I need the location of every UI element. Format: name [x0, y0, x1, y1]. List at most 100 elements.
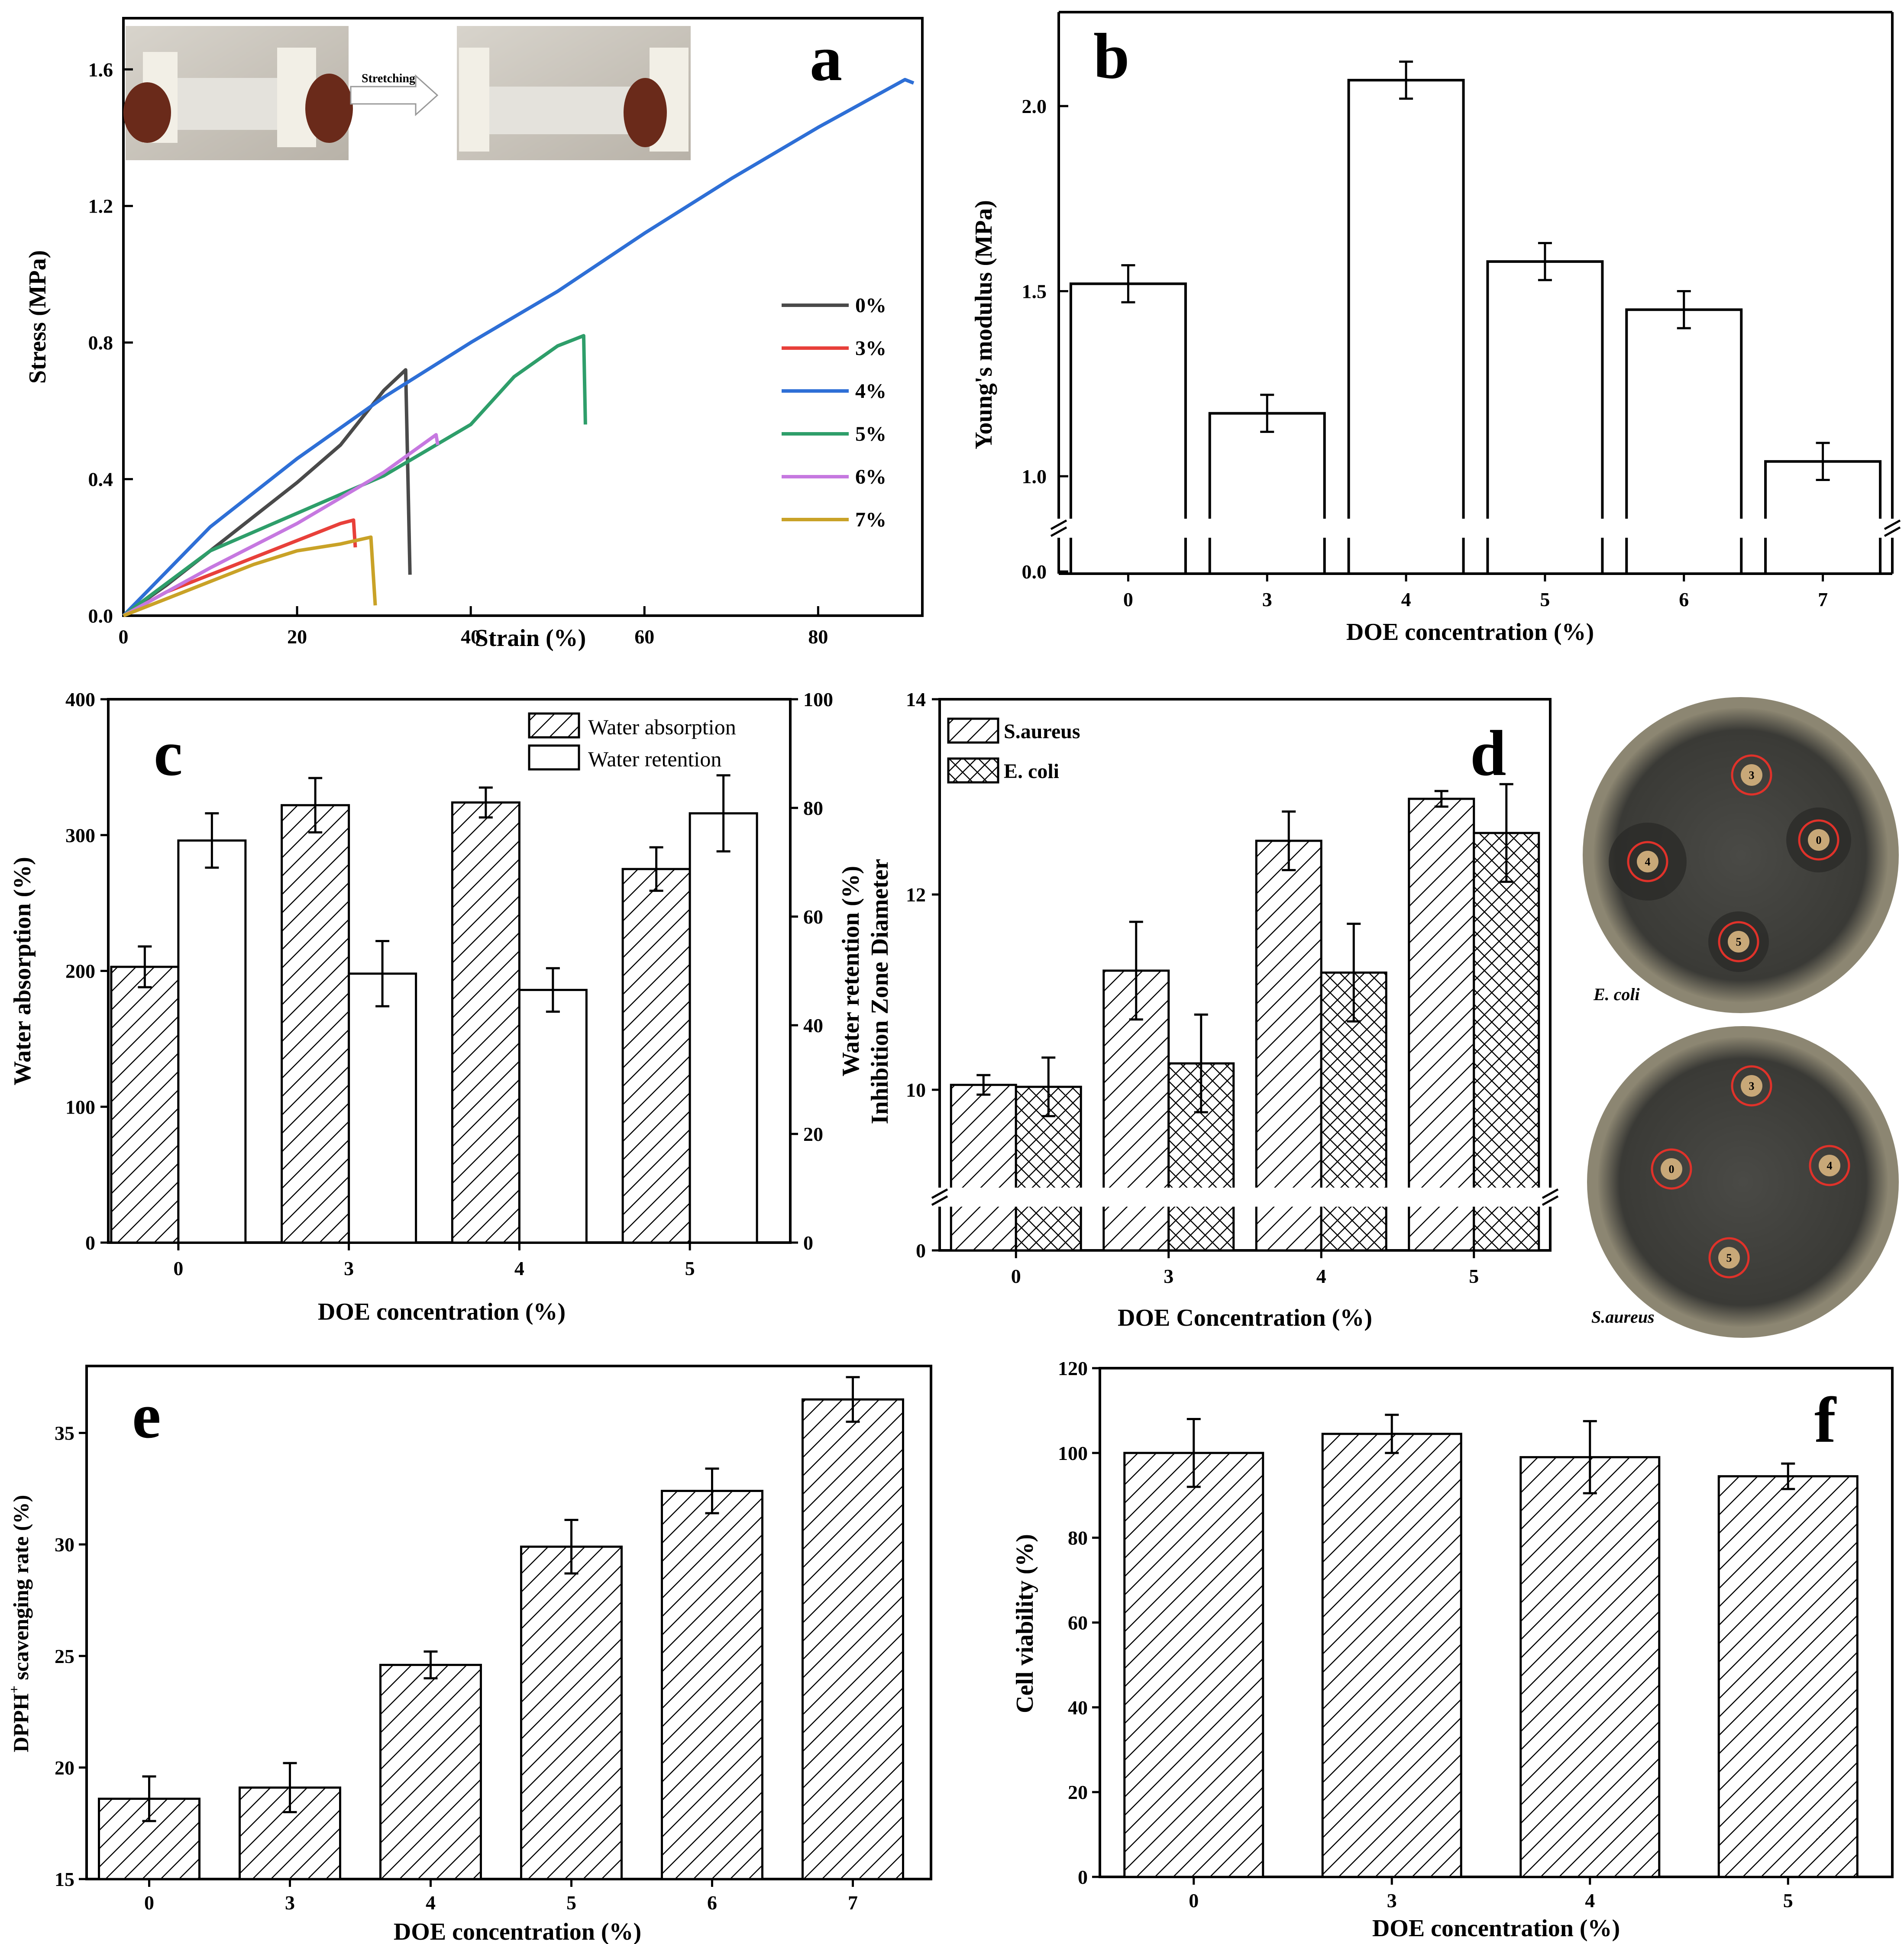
- dish-caption-s-aureus: S.aureus: [1591, 1307, 1655, 1327]
- panel-e-dpph: 0 3 4 5 6 71520253035 e DOE concentration (%)…: [6, 1366, 931, 1944]
- dish-caption-e-coli: E. coli: [1593, 985, 1640, 1004]
- panel-e-xlabel: DOE concentration (%): [394, 1918, 641, 1944]
- x-tick-label: 3: [1262, 588, 1272, 610]
- disc-label: 3: [1749, 1080, 1755, 1092]
- legend-label-0pct: 0%: [855, 294, 886, 317]
- x-tick-label: 0: [173, 1257, 183, 1279]
- y-tick-label: 0: [1078, 1866, 1088, 1888]
- x-tick-label: 5: [1783, 1889, 1793, 1912]
- legend-label-water-absorption: Water absorption: [588, 715, 736, 739]
- y-tick-label: 0.0: [1022, 561, 1047, 583]
- panel-e-ylabel: DPPH+ scavenging rate (%): [6, 1495, 33, 1753]
- panel-f-xlabel: DOE concentration (%): [1372, 1915, 1620, 1942]
- bar-break-gap-3: [1208, 519, 1326, 538]
- bar-break-gap-5: [1486, 519, 1604, 538]
- y-tick-label: 20: [55, 1757, 74, 1779]
- panel-c-legend: Water absorption Water retention: [529, 714, 736, 771]
- x-tick-label: 6: [707, 1892, 717, 1914]
- y-tick-label: 12: [906, 884, 926, 906]
- disc-label: 5: [1726, 1252, 1732, 1264]
- legend-swatch-e-coli: [948, 759, 998, 782]
- y-tick-label: 40: [1068, 1696, 1088, 1718]
- x-tick-label: 80: [808, 626, 828, 648]
- disc-label: 5: [1736, 936, 1742, 948]
- y-tick-label: 300: [65, 824, 95, 846]
- x-tick-label: 5: [685, 1257, 695, 1279]
- panel-b-xlabel: DOE concentration (%): [1346, 619, 1594, 646]
- bar-4: [381, 1665, 481, 1879]
- x-tick-label: 3: [1387, 1889, 1397, 1912]
- x-tick-label: 4: [426, 1892, 436, 1914]
- x-tick-label: 4: [514, 1257, 524, 1279]
- y-tick-label: 100: [65, 1096, 95, 1118]
- x-tick-label: 0: [1123, 588, 1133, 610]
- y-tick-label: 400: [65, 688, 95, 710]
- bar-break-gap-3: [1102, 1188, 1235, 1207]
- x-tick-label: 3: [344, 1257, 354, 1279]
- bar-water-absorption-0: [111, 967, 178, 1243]
- panel-f-ylabel: Cell viability (%): [1012, 1534, 1038, 1713]
- series-line-0pct: [123, 370, 410, 616]
- panel-a-stress-strain: Stretching 0 20 40 60 80 0.0 0.4 0.8 1.2 1.6 0% 3%…: [24, 18, 922, 652]
- x-tick-label: 4: [1316, 1265, 1326, 1287]
- hand-left: [123, 82, 171, 143]
- legend-label-5pct: 5%: [855, 423, 886, 446]
- bar-s-aureus-0: [951, 1085, 1016, 1250]
- series-line-6pct: [123, 435, 438, 616]
- panel-label-d: d: [1470, 717, 1506, 789]
- x-tick-label: 3: [285, 1892, 295, 1914]
- y-tick-label: 120: [1058, 1357, 1088, 1379]
- y-tick-label: 80: [1068, 1527, 1088, 1549]
- x-tick-label: 0: [1011, 1265, 1021, 1287]
- legend-label-6pct: 6%: [855, 465, 886, 488]
- x-tick-label: 0: [1189, 1889, 1199, 1912]
- hand-right: [305, 74, 353, 143]
- bar-s-aureus-5: [1409, 799, 1474, 1250]
- y-tick-label: 1.6: [88, 58, 113, 81]
- bar-water-retention-0: [178, 840, 246, 1243]
- y-right-tick-label: 100: [803, 688, 833, 710]
- disc-label: 0: [1669, 1163, 1674, 1175]
- bar-water-absorption-5: [623, 869, 690, 1243]
- x-tick-label: 0: [144, 1892, 154, 1914]
- y-tick-label: 15: [55, 1868, 74, 1890]
- bar-3: [1210, 413, 1325, 574]
- bar-4: [1521, 1457, 1659, 1877]
- legend-swatch-water-absorption: [529, 714, 579, 737]
- disc-label: 4: [1827, 1159, 1833, 1172]
- bar-3: [1322, 1434, 1461, 1877]
- panel-label-e: e: [132, 1380, 161, 1452]
- x-tick-label: 4: [1585, 1889, 1595, 1912]
- y-right-tick-label: 0: [803, 1232, 813, 1254]
- bar-break-gap-4: [1254, 1188, 1388, 1207]
- bar-break-gap-5: [1407, 1188, 1541, 1207]
- y-right-tick-label: 80: [803, 797, 823, 819]
- panel-a-xlabel: Strain (%): [475, 625, 586, 652]
- bar-break-gap-4: [1347, 519, 1465, 538]
- y-tick-label: 30: [55, 1534, 74, 1556]
- petri-dish-e-coli: 3 0 4 5 E. coli: [1578, 693, 1903, 1013]
- panel-c-xlabel: DOE concentration (%): [318, 1298, 566, 1325]
- stretch-label: Stretching: [362, 72, 415, 85]
- panel-label-f: f: [1814, 1384, 1837, 1456]
- hand-right-after: [624, 78, 667, 147]
- panel-d-inhibition: 0 3 4 5 0 10 12 14 S.aureus E. coli d DOE Conce…: [866, 688, 1903, 1338]
- bar-break-gap-7: [1764, 519, 1882, 538]
- bar-water-absorption-4: [452, 802, 519, 1243]
- bar-7: [803, 1399, 903, 1879]
- panel-label-c: c: [154, 717, 183, 789]
- x-tick-label: 6: [1679, 588, 1689, 610]
- bar-4: [1349, 80, 1464, 574]
- panel-c-water: 0 3 4 50100200300400020406080100 Water abso…: [9, 688, 864, 1325]
- y-tick-label: 10: [906, 1079, 926, 1101]
- y-tick-label: 0: [916, 1240, 926, 1262]
- bar-6: [662, 1491, 763, 1879]
- legend-label-3pct: 3%: [855, 337, 886, 360]
- panel-b-ylabel: Young's modulus (MPa): [970, 200, 997, 449]
- x-tick-label: 20: [287, 626, 307, 648]
- x-tick-label: 5: [1469, 1265, 1479, 1287]
- y-tick-label: 0: [85, 1232, 95, 1254]
- y-tick-label: 1.2: [88, 195, 113, 217]
- panel-c-ylabel-right: Water retention (%): [837, 866, 864, 1076]
